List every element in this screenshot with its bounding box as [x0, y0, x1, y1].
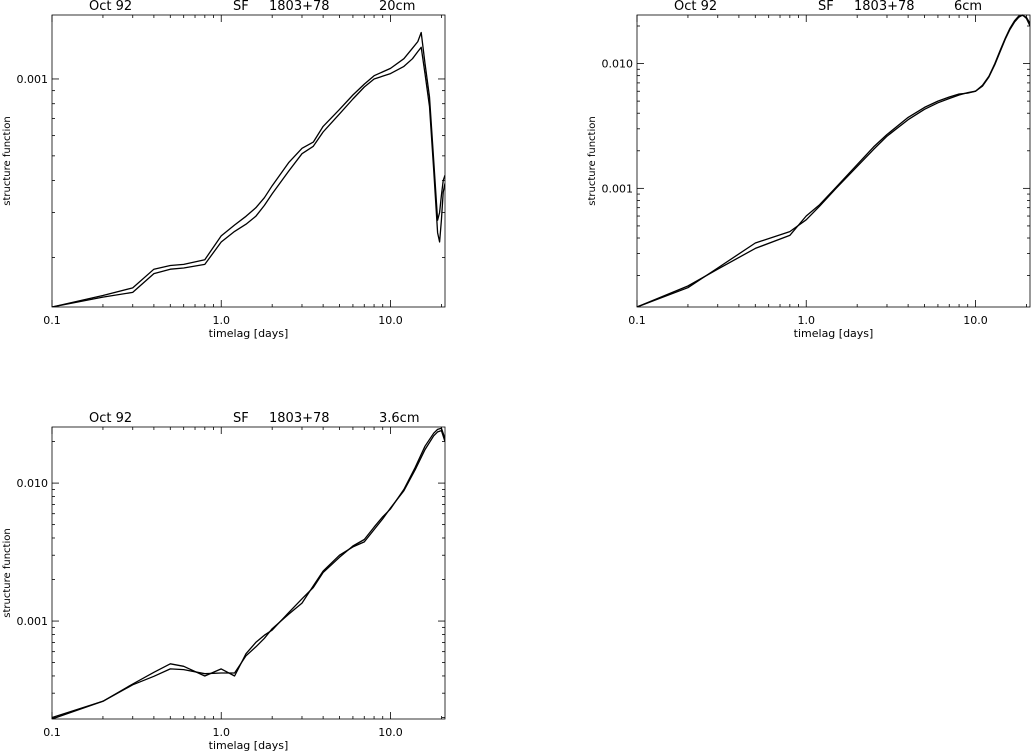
chart-title-part: SF	[818, 0, 834, 14]
chart-title-part: 1803+78	[269, 0, 330, 14]
x-axis-label: timelag [days]	[794, 327, 874, 340]
chart-panel-3: 0.1 1.0 10.0 0.001 0.010 timelag [days] struct…	[2, 411, 446, 752]
x-tick-label: 10.0	[963, 314, 988, 327]
x-tick-label: 1.0	[212, 314, 230, 327]
chart-title-part: 3.6cm	[379, 411, 420, 426]
y-tick-label: 0.001	[602, 182, 634, 195]
series-line-2	[637, 14, 1030, 307]
series-line-1	[52, 427, 445, 719]
x-tick-label: 1.0	[797, 314, 815, 327]
x-tick-label: 10.0	[378, 726, 403, 739]
x-axis-label: timelag [days]	[209, 327, 289, 340]
chart-title-part: Oct 92	[674, 0, 717, 14]
y-axis-label: structure function	[2, 116, 13, 205]
plot-frame	[636, 14, 1031, 308]
x-tick-label: 1.0	[212, 726, 230, 739]
x-axis-label: timelag [days]	[209, 739, 289, 752]
chart-panel-2: 0.1 1.0 10.0 0.001 0.010 timelag [days] struct…	[587, 0, 1031, 340]
y-axis-label: structure function	[587, 116, 598, 205]
plot-frame	[51, 14, 446, 308]
series-line-1	[52, 31, 445, 307]
x-tick-label: 0.1	[43, 726, 61, 739]
series-line-2	[52, 429, 445, 719]
y-tick-label: 0.001	[17, 615, 49, 628]
chart-title-part: SF	[233, 0, 249, 14]
y-tick-label: 0.010	[17, 477, 49, 490]
chart-title-part: Oct 92	[89, 0, 132, 14]
chart-title-part: 20cm	[379, 0, 415, 14]
chart-title-part: Oct 92	[89, 411, 132, 426]
plot-frame	[51, 426, 446, 720]
chart-panel-1: 0.1 1.0 10.0 0.001 timelag [days] structure f…	[2, 0, 446, 340]
series-line-2	[52, 46, 445, 307]
chart-title-part: 6cm	[954, 0, 982, 14]
series-line-1	[637, 14, 1030, 307]
chart-title-part: 1803+78	[269, 411, 330, 426]
y-axis-label: structure function	[2, 528, 13, 617]
x-tick-label: 0.1	[43, 314, 61, 327]
y-tick-label: 0.001	[17, 73, 49, 86]
y-tick-label: 0.010	[602, 58, 634, 71]
chart-title-part: 1803+78	[854, 0, 915, 14]
x-tick-label: 0.1	[628, 314, 646, 327]
chart-title-part: SF	[233, 411, 249, 426]
x-tick-label: 10.0	[378, 314, 403, 327]
